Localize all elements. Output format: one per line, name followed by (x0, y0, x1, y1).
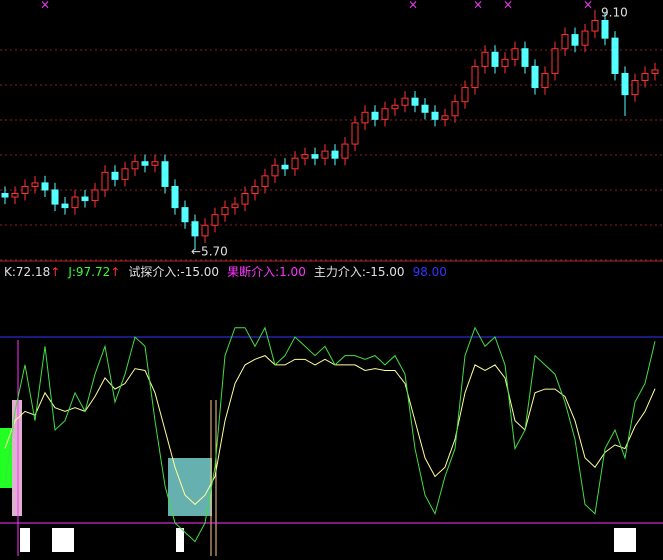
signal-block (0, 428, 18, 488)
legend-item: 果断介入:1.00 (227, 264, 306, 280)
legend-text: 果断介入:1.00 (227, 265, 306, 279)
legend-arrow: ↑ (110, 265, 121, 279)
candle-body (71, 196, 79, 209)
candle-body (111, 171, 119, 180)
candle-body (391, 104, 399, 110)
candle-body (291, 157, 299, 170)
legend-text: 主力介入:-15.00 (313, 265, 405, 279)
legend-text: J:97.72 (68, 265, 111, 279)
candle-body (121, 168, 129, 180)
candle-body (31, 182, 39, 187)
indicator-line (4, 326, 656, 543)
legend-text: 98.00 (412, 265, 447, 279)
candle-body (341, 143, 349, 159)
signal-marker: × (473, 0, 483, 12)
candle-body (371, 111, 379, 120)
candle-body (141, 161, 149, 166)
candle-body (271, 164, 279, 177)
legend-item: J:97.72 ↑ (68, 264, 120, 280)
candle-body (471, 65, 479, 89)
signal-marker: × (503, 0, 513, 12)
candle-body (571, 34, 579, 46)
signal-marker: × (583, 0, 593, 12)
candle-body (171, 185, 179, 209)
signal-block (176, 528, 184, 552)
candle-body (201, 224, 209, 237)
candle-body (101, 171, 109, 191)
signal-block (52, 528, 74, 552)
indicator-line (4, 355, 656, 506)
candle-body (161, 161, 169, 187)
legend-text: K:72.18 (4, 265, 51, 279)
candle-body (501, 58, 509, 67)
legend-item: K:72.18 ↑ (4, 264, 60, 280)
candle-body (131, 161, 139, 170)
candle-body (401, 97, 409, 106)
candle-body (631, 80, 639, 96)
legend-arrow: ↑ (50, 265, 61, 279)
signal-marker: × (408, 0, 418, 12)
candle-body (231, 203, 239, 209)
candle-body (91, 189, 99, 202)
candle-body (581, 30, 589, 46)
candle-body (241, 192, 249, 205)
candle-body (521, 48, 529, 67)
candle-body (351, 122, 359, 145)
candle-body (191, 221, 199, 237)
candle-body (311, 154, 319, 159)
candle-body (621, 72, 629, 96)
candle-body (531, 65, 539, 89)
candle-body (441, 115, 449, 120)
candle-body (651, 69, 659, 74)
high-label: 9.10 (601, 5, 628, 19)
candle-body (261, 175, 269, 187)
candle-body (481, 51, 489, 67)
candle-body (541, 72, 549, 89)
signal-block (168, 458, 212, 516)
legend-item: 98.00 (413, 264, 447, 280)
candle-body (361, 111, 369, 124)
price-panel: 9.10 ←5.70 × × × × × (0, 0, 663, 262)
candle-body (551, 48, 559, 74)
legend-item: 主力介入:-15.00 (314, 264, 405, 280)
candle-body (81, 196, 89, 202)
candle-body (591, 19, 599, 32)
signal-block (614, 528, 636, 552)
candle-body (251, 185, 259, 194)
candle-body (41, 182, 49, 191)
candle-body (11, 192, 19, 198)
candle-body (331, 150, 339, 159)
candle-body (641, 72, 649, 82)
candle-body (601, 19, 609, 39)
candle-body (421, 104, 429, 113)
candle-body (21, 185, 29, 194)
signal-block (20, 528, 30, 552)
candle-body (431, 111, 439, 120)
candle-body (511, 48, 519, 60)
candle-body (181, 207, 189, 223)
candle-body (561, 34, 569, 50)
indicator-legend: K:72.18 ↑ J:97.72 ↑ 试探介入:-15.00 果断介入:1.00 主力介入… (4, 264, 455, 280)
candle-body (381, 108, 389, 120)
candle-body (611, 37, 619, 74)
legend-text: 试探介入:-15.00 (128, 265, 220, 279)
candle-body (461, 87, 469, 103)
candle-body (211, 214, 219, 226)
candle-body (51, 189, 59, 205)
candle-body (411, 97, 419, 106)
candle-body (301, 154, 309, 159)
candle-body (321, 150, 329, 159)
low-label: ←5.70 (191, 244, 228, 258)
candle-body (61, 203, 69, 209)
candle-body (281, 164, 289, 170)
candle-body (491, 51, 499, 67)
candle-body (1, 192, 9, 198)
legend-item: 试探介入:-15.00 (128, 264, 219, 280)
signal-block (12, 400, 22, 516)
candle-body (221, 207, 229, 216)
candle-body (151, 161, 159, 166)
candle-body (451, 101, 459, 117)
signal-marker: × (40, 0, 50, 12)
